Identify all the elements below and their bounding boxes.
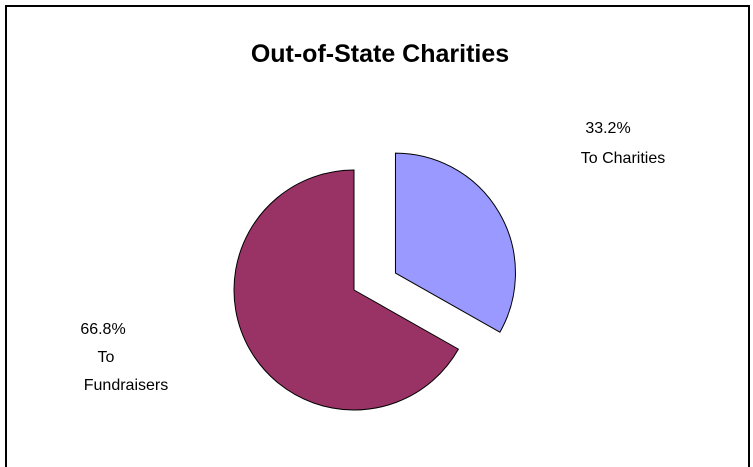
slice-label-fundraisers-to: To xyxy=(98,349,115,366)
slice-label-fundraisers-name: Fundraisers xyxy=(84,377,168,394)
slice-label-charities-percent: 33.2% xyxy=(585,120,630,137)
chart-title: Out-of-State Charities xyxy=(250,40,510,68)
pie-slices xyxy=(233,152,516,411)
slice-label-fundraisers-percent: 66.8% xyxy=(80,321,125,338)
slice-label-charities-name: To Charities xyxy=(581,150,665,167)
pie-slice-1 xyxy=(233,169,460,411)
pie-slice-0 xyxy=(394,152,516,333)
